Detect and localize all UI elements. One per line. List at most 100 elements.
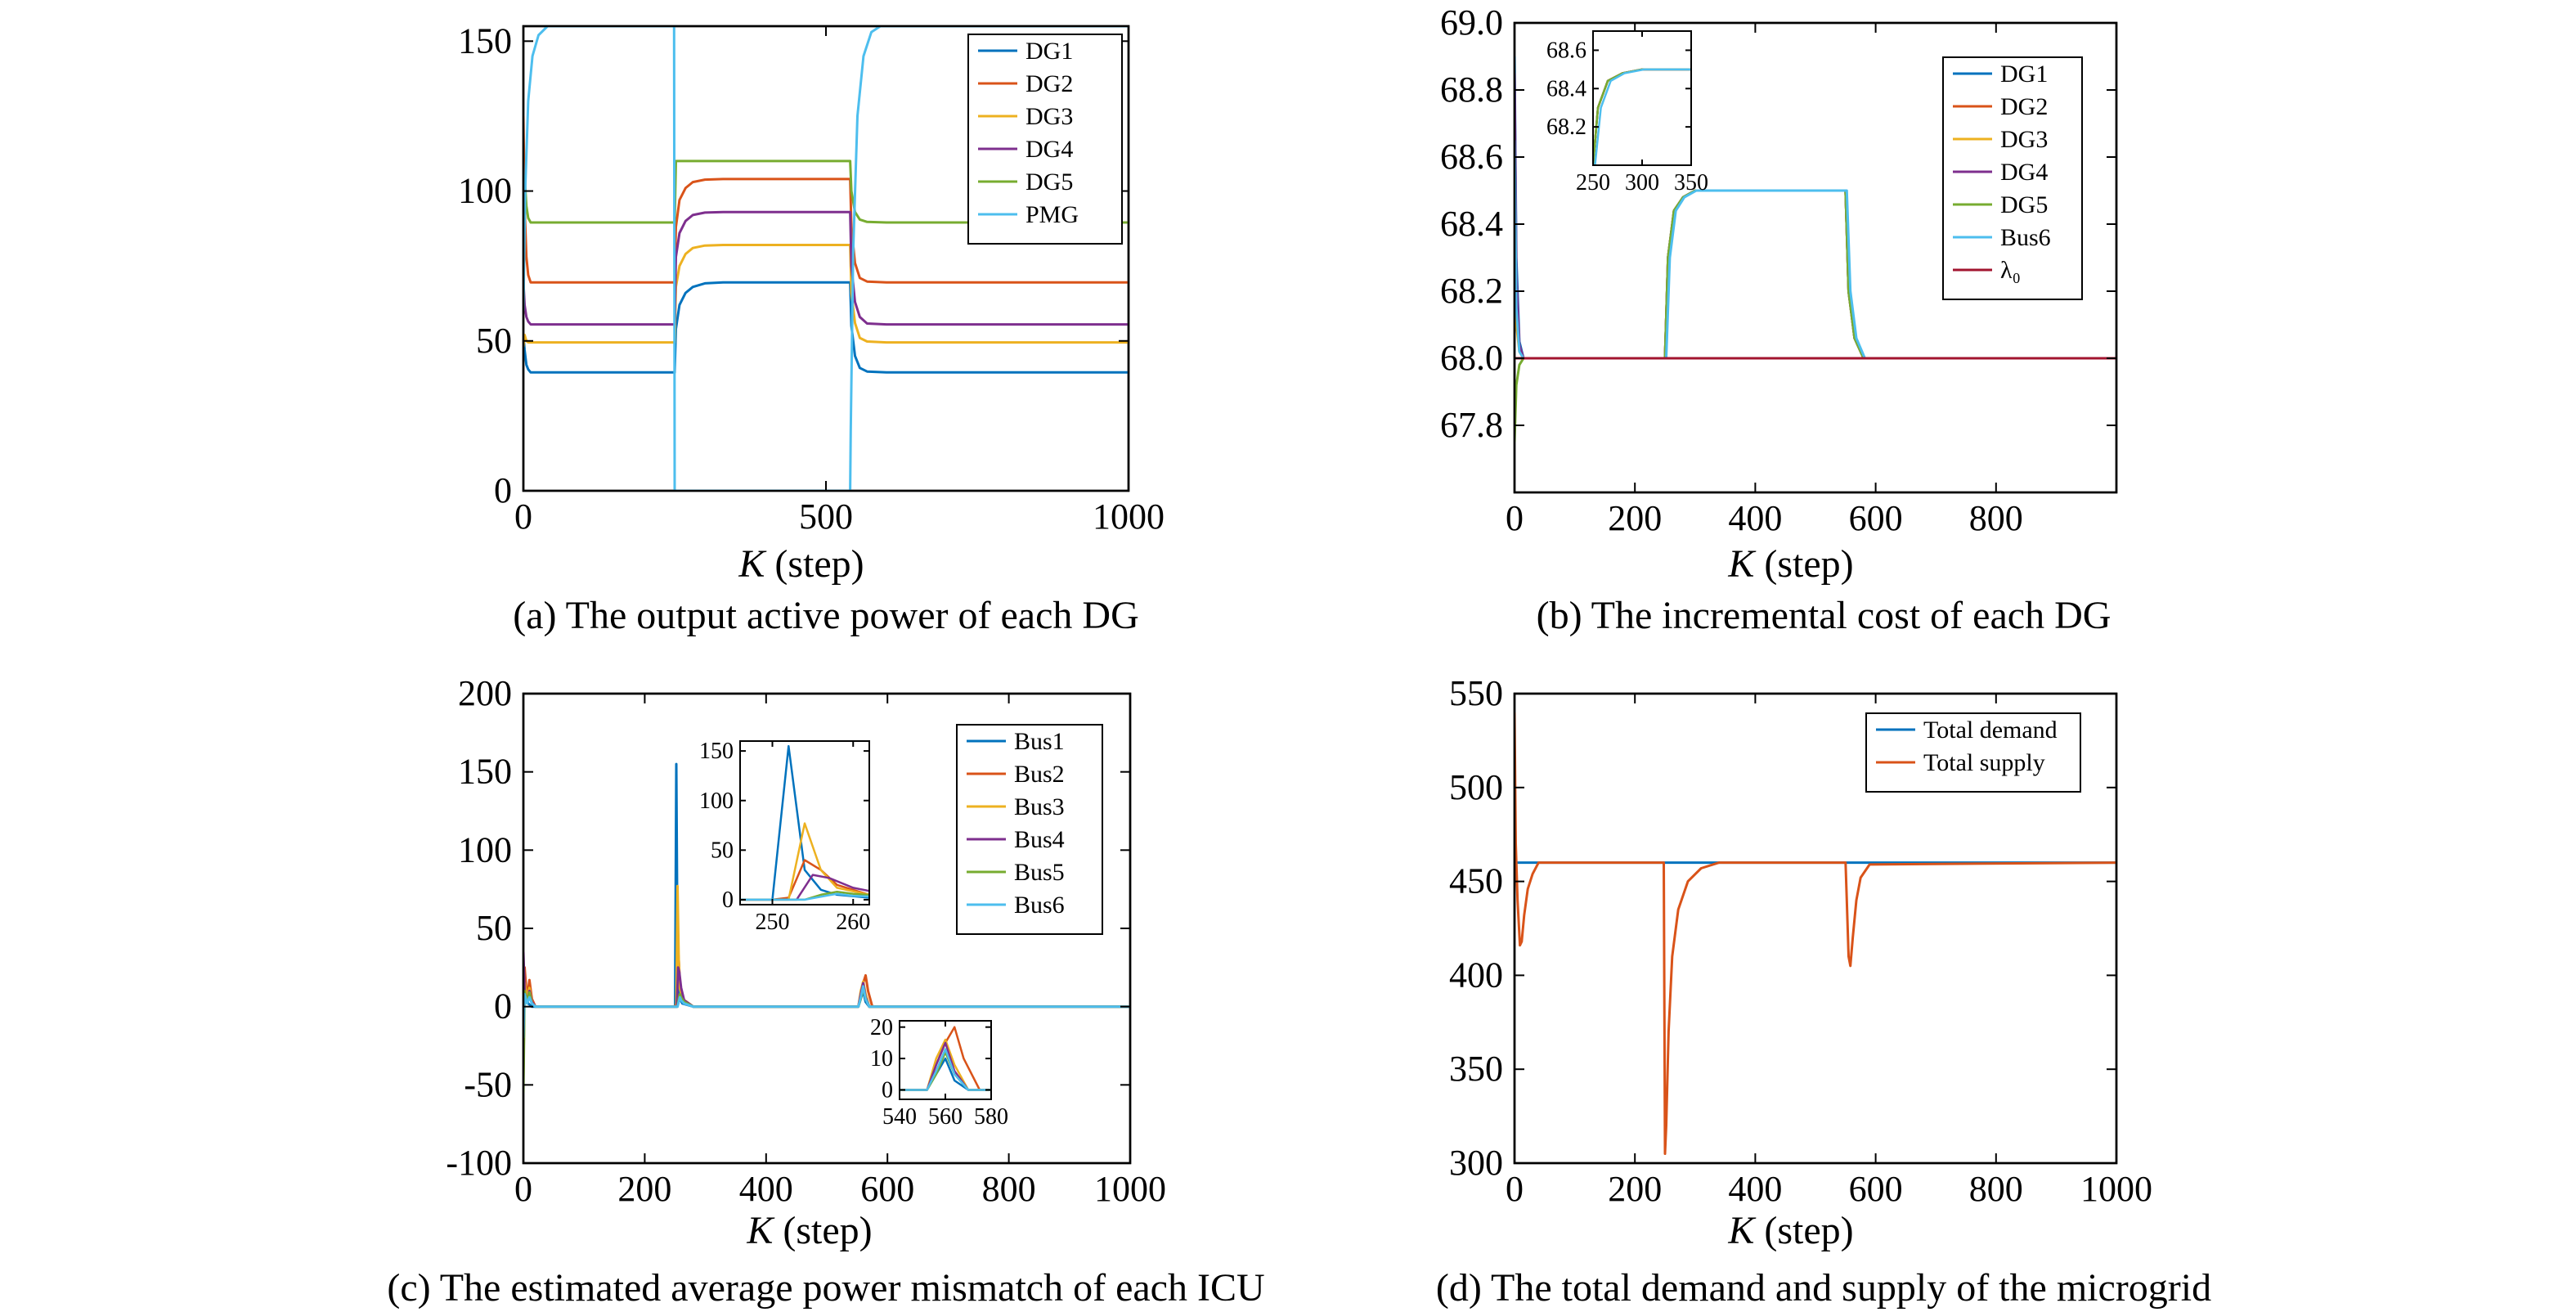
ytick-label: 67.8 <box>1440 405 1503 445</box>
inset-xtick-label: 560 <box>928 1104 963 1130</box>
panel-a: 0 500 1000 0 50 100 150 K (step) (a) The output … <box>458 20 1165 637</box>
inset-ytick-label: 10 <box>870 1046 893 1072</box>
legend-box <box>956 724 1103 935</box>
x-axis-label-unit: (step) <box>1754 1209 1853 1252</box>
legend-entry: DG2 <box>1025 70 1073 97</box>
inset-area <box>1592 30 1692 166</box>
ytick-label: 100 <box>458 171 512 211</box>
series-line-inset-6 <box>900 1048 991 1091</box>
x-axis-label: K (step) <box>738 542 864 586</box>
inset-ytick-label: 100 <box>699 789 734 814</box>
series-line-inset-5 <box>900 1051 991 1091</box>
legend-entry: λ₀ <box>2000 257 2021 284</box>
inset-xtick-label: 250 <box>1576 170 1610 195</box>
legend-entry: Bus1 <box>1014 728 1065 755</box>
panel-caption: (a) The output active power of each DG <box>513 594 1138 637</box>
panel-caption: (c) The estimated average power mismatch… <box>387 1266 1264 1310</box>
plot-frame <box>1513 692 2118 1165</box>
legend-entry: DG3 <box>2000 126 2048 153</box>
xtick-label: 500 <box>799 496 853 537</box>
ytick-label: 150 <box>458 752 512 792</box>
xtick-label: 0 <box>514 1169 532 1209</box>
ytick-label: 68.2 <box>1440 271 1503 311</box>
series-line-5 <box>523 160 1129 312</box>
x-axis-label-var: K <box>738 542 767 586</box>
legend: Total demand Total supply <box>1865 712 2081 793</box>
ytick-label: 450 <box>1449 861 1503 901</box>
legend-box <box>1865 712 2081 793</box>
xtick-label: 1000 <box>1093 496 1165 537</box>
xtick-label: 400 <box>1728 1169 1782 1209</box>
xtick-label: 600 <box>1849 498 1903 538</box>
ytick-label: 0 <box>494 470 512 510</box>
plot-frame <box>1513 21 2118 494</box>
inset-ytick-label: 20 <box>870 1015 893 1040</box>
legend-entry: DG2 <box>2000 93 2048 120</box>
xtick-label: 600 <box>1849 1169 1903 1209</box>
ytick-label: 68.0 <box>1440 338 1503 378</box>
inset-xtick-label: 580 <box>974 1104 1008 1130</box>
legend: DG1 DG2 DG3 DG4 DG5 Bus6 λ₀ <box>1942 56 2083 300</box>
inset-xtick-label: 250 <box>756 910 790 935</box>
inset-ytick-label: 68.4 <box>1546 76 1586 101</box>
legend-entry: DG4 <box>2000 159 2048 186</box>
legend-entry: Bus2 <box>1014 761 1065 788</box>
series-line-3 <box>523 884 1130 1077</box>
xtick-label: 0 <box>1506 498 1524 538</box>
xtick-label: 200 <box>1608 498 1662 538</box>
xtick-label: 200 <box>617 1169 671 1209</box>
ytick-label: 68.8 <box>1440 70 1503 110</box>
series-line-inset-6 <box>1593 68 1691 165</box>
ytick-label: 300 <box>1449 1143 1503 1183</box>
legend-box <box>1942 56 2083 300</box>
inset-xtick-label: 260 <box>836 910 870 935</box>
legend-entry: DG1 <box>1025 38 1073 65</box>
series-line-4 <box>523 210 1129 326</box>
xtick-label: 800 <box>1969 498 2023 538</box>
legend-entry: DG1 <box>2000 61 2048 88</box>
inset-b-inset: 250 300 350 68.2 68.4 68.6 <box>1546 30 1708 195</box>
xtick-label: 1000 <box>2080 1169 2152 1209</box>
x-axis-label-unit: (step) <box>773 1209 872 1252</box>
series-line-inset-1 <box>900 1057 991 1091</box>
legend: DG1 DG2 DG3 DG4 DG5 PMG <box>967 34 1123 245</box>
series-line-2 <box>1515 712 2116 1155</box>
series-line-2 <box>523 115 1129 284</box>
x-axis-label: K (step) <box>746 1209 872 1252</box>
ytick-label: 0 <box>494 986 512 1027</box>
ytick-label: 150 <box>458 20 512 61</box>
series-line-inset-1 <box>740 744 869 901</box>
ytick-label: 500 <box>1449 767 1503 807</box>
x-axis-label-var: K <box>1727 1209 1757 1252</box>
inset-c-inset_bottom: 540 560 580 0 10 20 <box>870 1015 1008 1130</box>
xtick-label: 600 <box>860 1169 914 1209</box>
legend: Bus1 Bus2 Bus3 Bus4 Bus5 Bus6 <box>956 724 1103 935</box>
x-axis-label: K (step) <box>1727 1209 1853 1252</box>
series-line-inset-3 <box>740 822 869 901</box>
ytick-label: -100 <box>446 1143 512 1183</box>
inset-ytick-label: 0 <box>722 887 734 913</box>
legend-entry: Total demand <box>1923 717 2058 744</box>
series-line-inset-2 <box>900 1026 991 1091</box>
series-line-6 <box>523 26 1129 491</box>
legend-entry: DG3 <box>1025 103 1073 130</box>
x-axis-label-var: K <box>746 1209 775 1252</box>
xtick-label: 400 <box>739 1169 793 1209</box>
ytick-label: 50 <box>476 321 512 361</box>
inset-xtick-label: 300 <box>1625 170 1659 195</box>
ytick-label: -50 <box>464 1064 512 1104</box>
ytick-label: 100 <box>458 829 512 869</box>
legend-entry: DG5 <box>2000 191 2048 218</box>
x-axis-label: K (step) <box>1727 542 1853 586</box>
inset-ytick-label: 0 <box>882 1078 893 1103</box>
legend-entry: DG5 <box>1025 168 1073 195</box>
legend-entry: Bus6 <box>2000 224 2051 251</box>
xtick-label: 400 <box>1728 498 1782 538</box>
inset-ytick-label: 150 <box>699 739 734 764</box>
xtick-label: 200 <box>1608 1169 1662 1209</box>
panel-caption: (d) The total demand and supply of the m… <box>1436 1266 2211 1310</box>
xtick-label: 1000 <box>1094 1169 1166 1209</box>
legend-entry: PMG <box>1025 201 1079 228</box>
panel-b: 0 200 400 600 800 67.8 68.0 68.2 68.4 68.6 68.8 69.… <box>1440 2 2118 637</box>
